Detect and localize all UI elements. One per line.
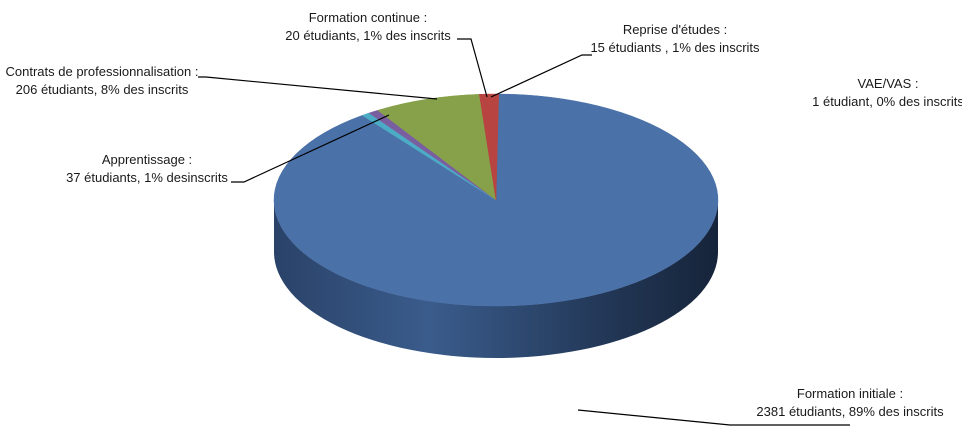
leader-line-contrats-de-professionnalisation [198,76,438,100]
leader-line-apprentissage [231,114,390,183]
slice-label-formation-continue: Formation continue : 20 étudiants, 1% des… [285,10,451,43]
pie-top-slices [273,93,719,307]
slice-label-apprentissage: Apprentissage : 37 étudiants, 1% desinscr… [66,152,228,185]
slice-label-title: Contrats de professionnalisation : [6,64,199,79]
leader-line-formation-continue [457,38,488,98]
pie-side-walls [274,200,718,358]
leader-line-formation-initiale [577,409,850,426]
pie-slice-contrats-de-professionnalisation [377,94,497,201]
slice-label-value: 15 étudiants , 1% des inscrits [590,40,760,55]
slice-label-contrats-de-professionnalisation: Contrats de professionnalisation : 206 ét… [6,64,199,97]
slice-label-value: 1 étudiant, 0% des inscrits [812,94,962,109]
slice-label-title: VAE/VAS : [858,76,919,91]
slice-label-title: Formation initiale : [797,386,903,401]
leader-line-reprise-d-tudes [490,54,592,98]
pie-side-wall [274,200,718,358]
slice-label-value: 206 étudiants, 8% des inscrits [16,82,189,97]
slice-label-vae-vas: VAE/VAS : 1 étudiant, 0% des inscrits [812,76,962,109]
slice-label-reprise-d-tudes: Reprise d'études : 15 étudiants , 1% des … [590,22,760,55]
slice-label-formation-initiale: Formation initiale : 2381 étudiants, 89% … [756,386,944,419]
slice-label-value: 20 étudiants, 1% des inscrits [285,28,451,43]
leader-lines [198,38,850,426]
slice-label-value: 37 étudiants, 1% desinscrits [66,170,228,185]
slice-label-value: 2381 étudiants, 89% des inscrits [756,404,944,419]
slice-label-title: Formation continue : [309,10,428,25]
slice-label-title: Apprentissage : [102,152,192,167]
slice-label-title: Reprise d'études : [623,22,727,37]
slice-labels: Formation initiale : 2381 étudiants, 89% … [6,10,962,419]
